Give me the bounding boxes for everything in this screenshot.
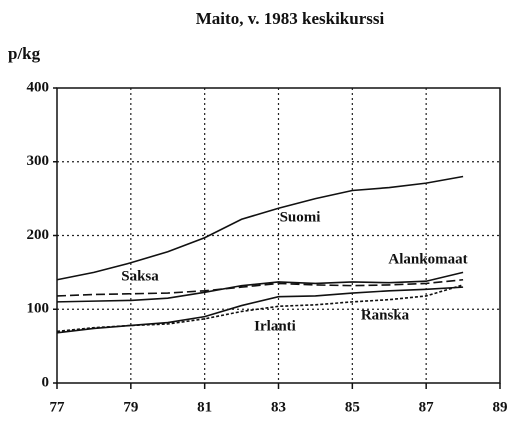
x-tick-label: 83	[271, 399, 286, 415]
x-tick-label: 89	[493, 399, 508, 415]
y-axis-label: p/kg	[8, 44, 41, 63]
series-line	[56, 284, 464, 333]
x-tick-label: 87	[419, 399, 435, 415]
series-line	[56, 278, 464, 297]
y-tick-label: 300	[27, 153, 50, 169]
series-label: Saksa	[121, 268, 159, 284]
series-label: Suomi	[280, 209, 321, 225]
plot-frame	[56, 87, 501, 384]
x-tick-label: 85	[345, 399, 360, 415]
series-line	[56, 271, 464, 303]
series-line	[56, 175, 464, 281]
y-tick-label: 0	[42, 374, 50, 390]
x-tick-label: 77	[50, 399, 66, 415]
y-tick-label: 200	[27, 227, 50, 243]
series-label: Alankomaat	[388, 251, 467, 267]
chart-title: Maito, v. 1983 keskikurssi	[196, 9, 385, 28]
y-tick-label: 100	[27, 301, 50, 317]
series-label: Ranska	[361, 307, 410, 323]
series-label: Irlanti	[254, 318, 296, 334]
x-tick-label: 79	[123, 399, 138, 415]
y-tick-label: 400	[27, 79, 50, 95]
x-tick-label: 81	[197, 399, 212, 415]
